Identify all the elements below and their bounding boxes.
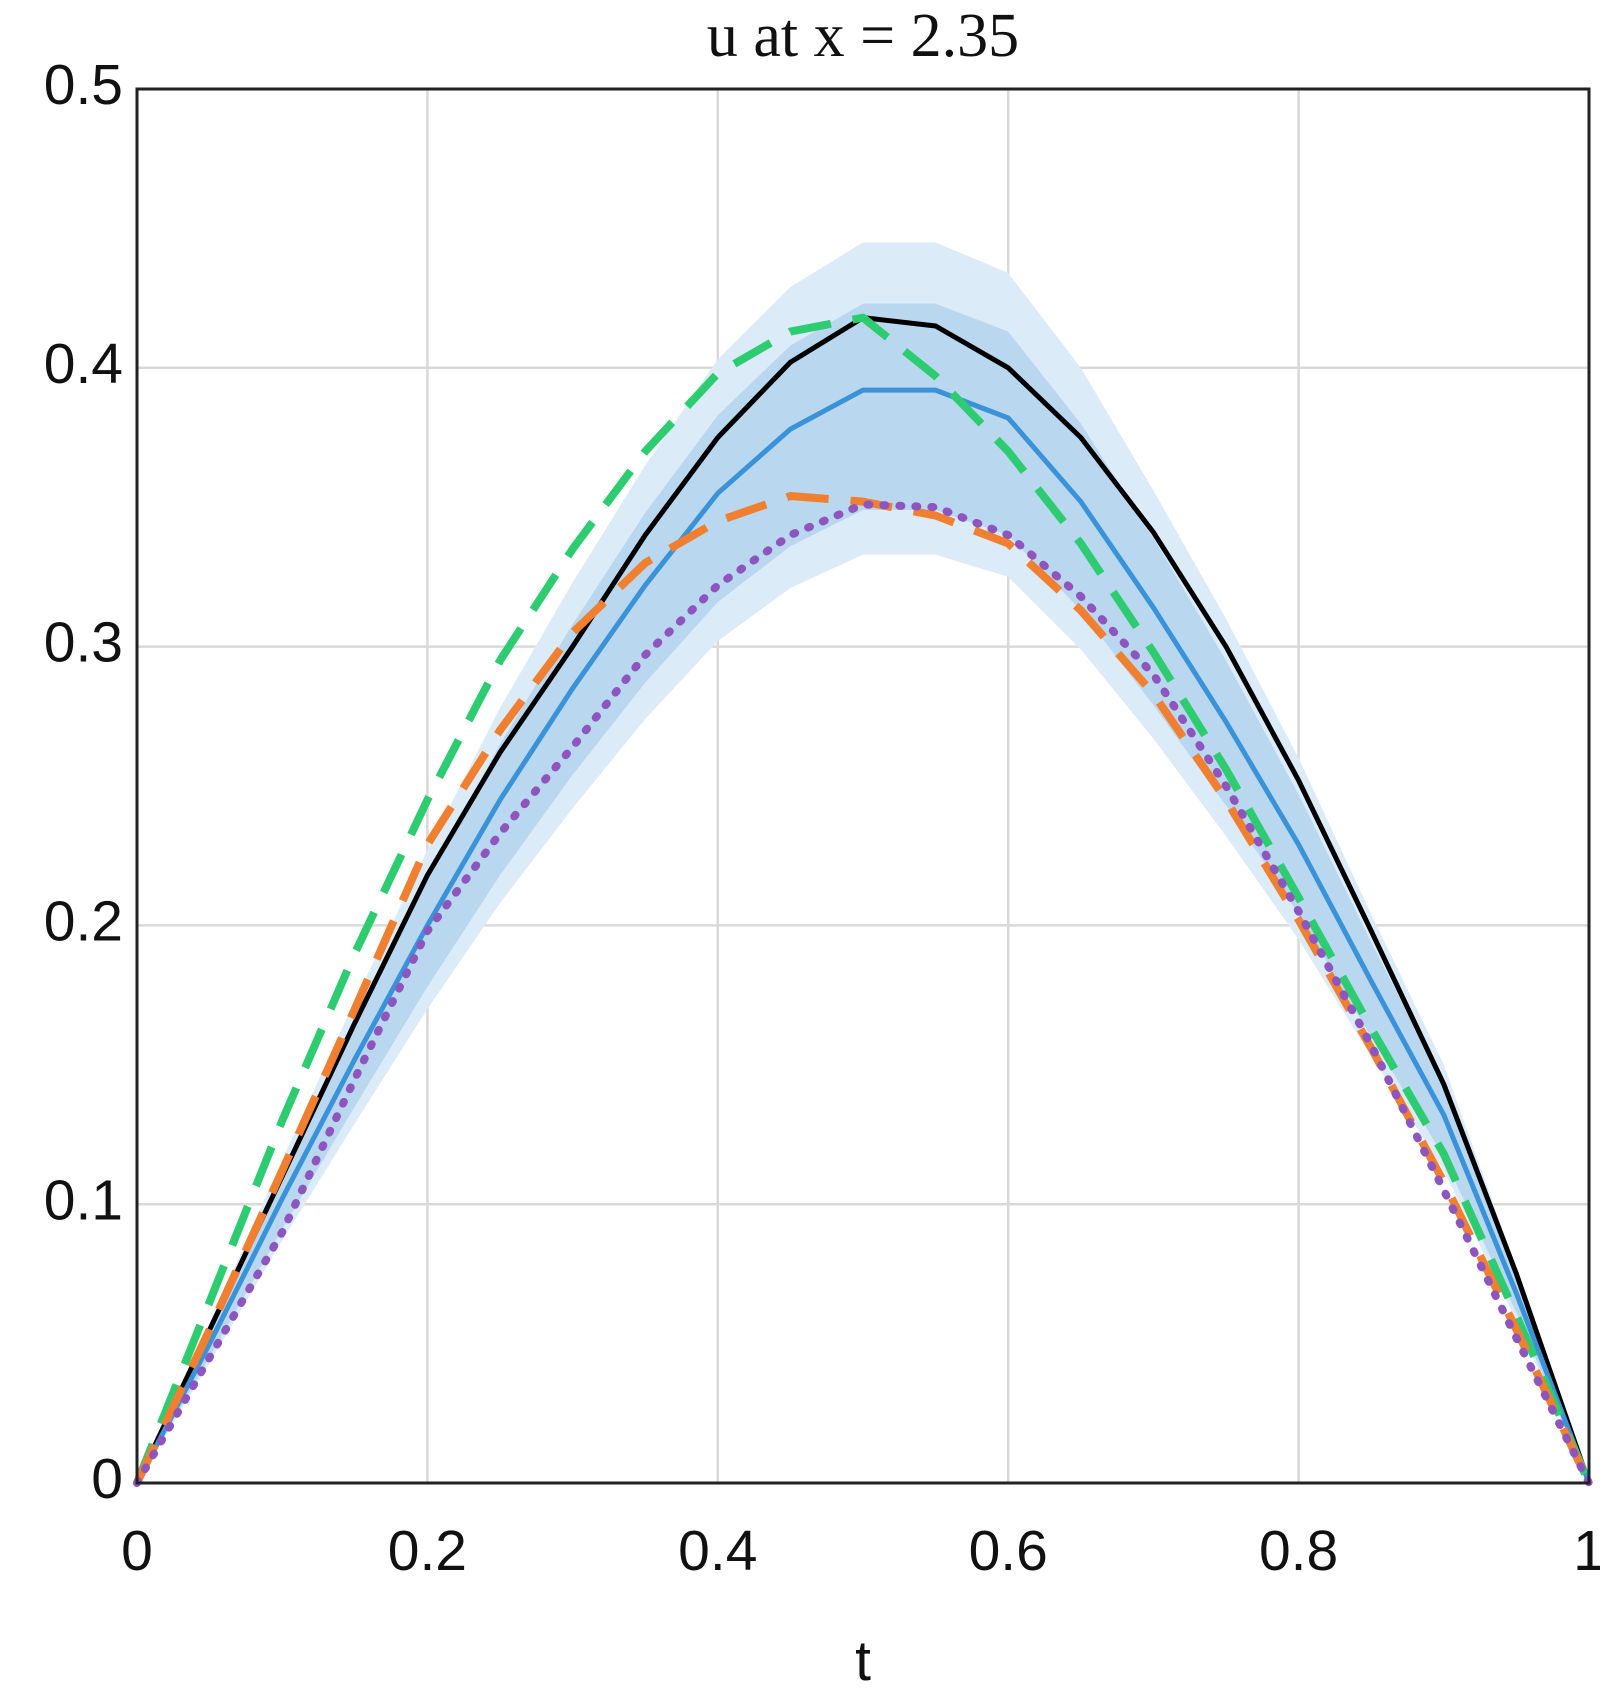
x-tick-label: 0.2 [388,1519,467,1583]
chart-title: u at x = 2.35 [707,2,1019,70]
y-tick-label: 0.3 [44,611,123,675]
y-tick-label: 0.5 [44,53,123,117]
series-line [133,313,1593,1485]
x-axis-label: t [855,1629,871,1693]
y-tick-label: 0.2 [44,889,123,953]
x-tick-label: 0.4 [678,1519,757,1583]
axes-box [135,87,1591,1485]
y-tick-label: 0.4 [44,332,123,396]
y-tick-label: 0 [91,1447,123,1511]
x-tick-label: 0.8 [1259,1519,1338,1583]
x-tick-label: 0 [121,1519,153,1583]
x-tick-label: 0.6 [969,1519,1048,1583]
series-line [133,492,1593,1485]
series-line [134,387,1592,1485]
y-tick-label: 0.1 [44,1168,123,1232]
x-tick-label: 1 [1573,1519,1600,1583]
series-line [133,500,1593,1487]
